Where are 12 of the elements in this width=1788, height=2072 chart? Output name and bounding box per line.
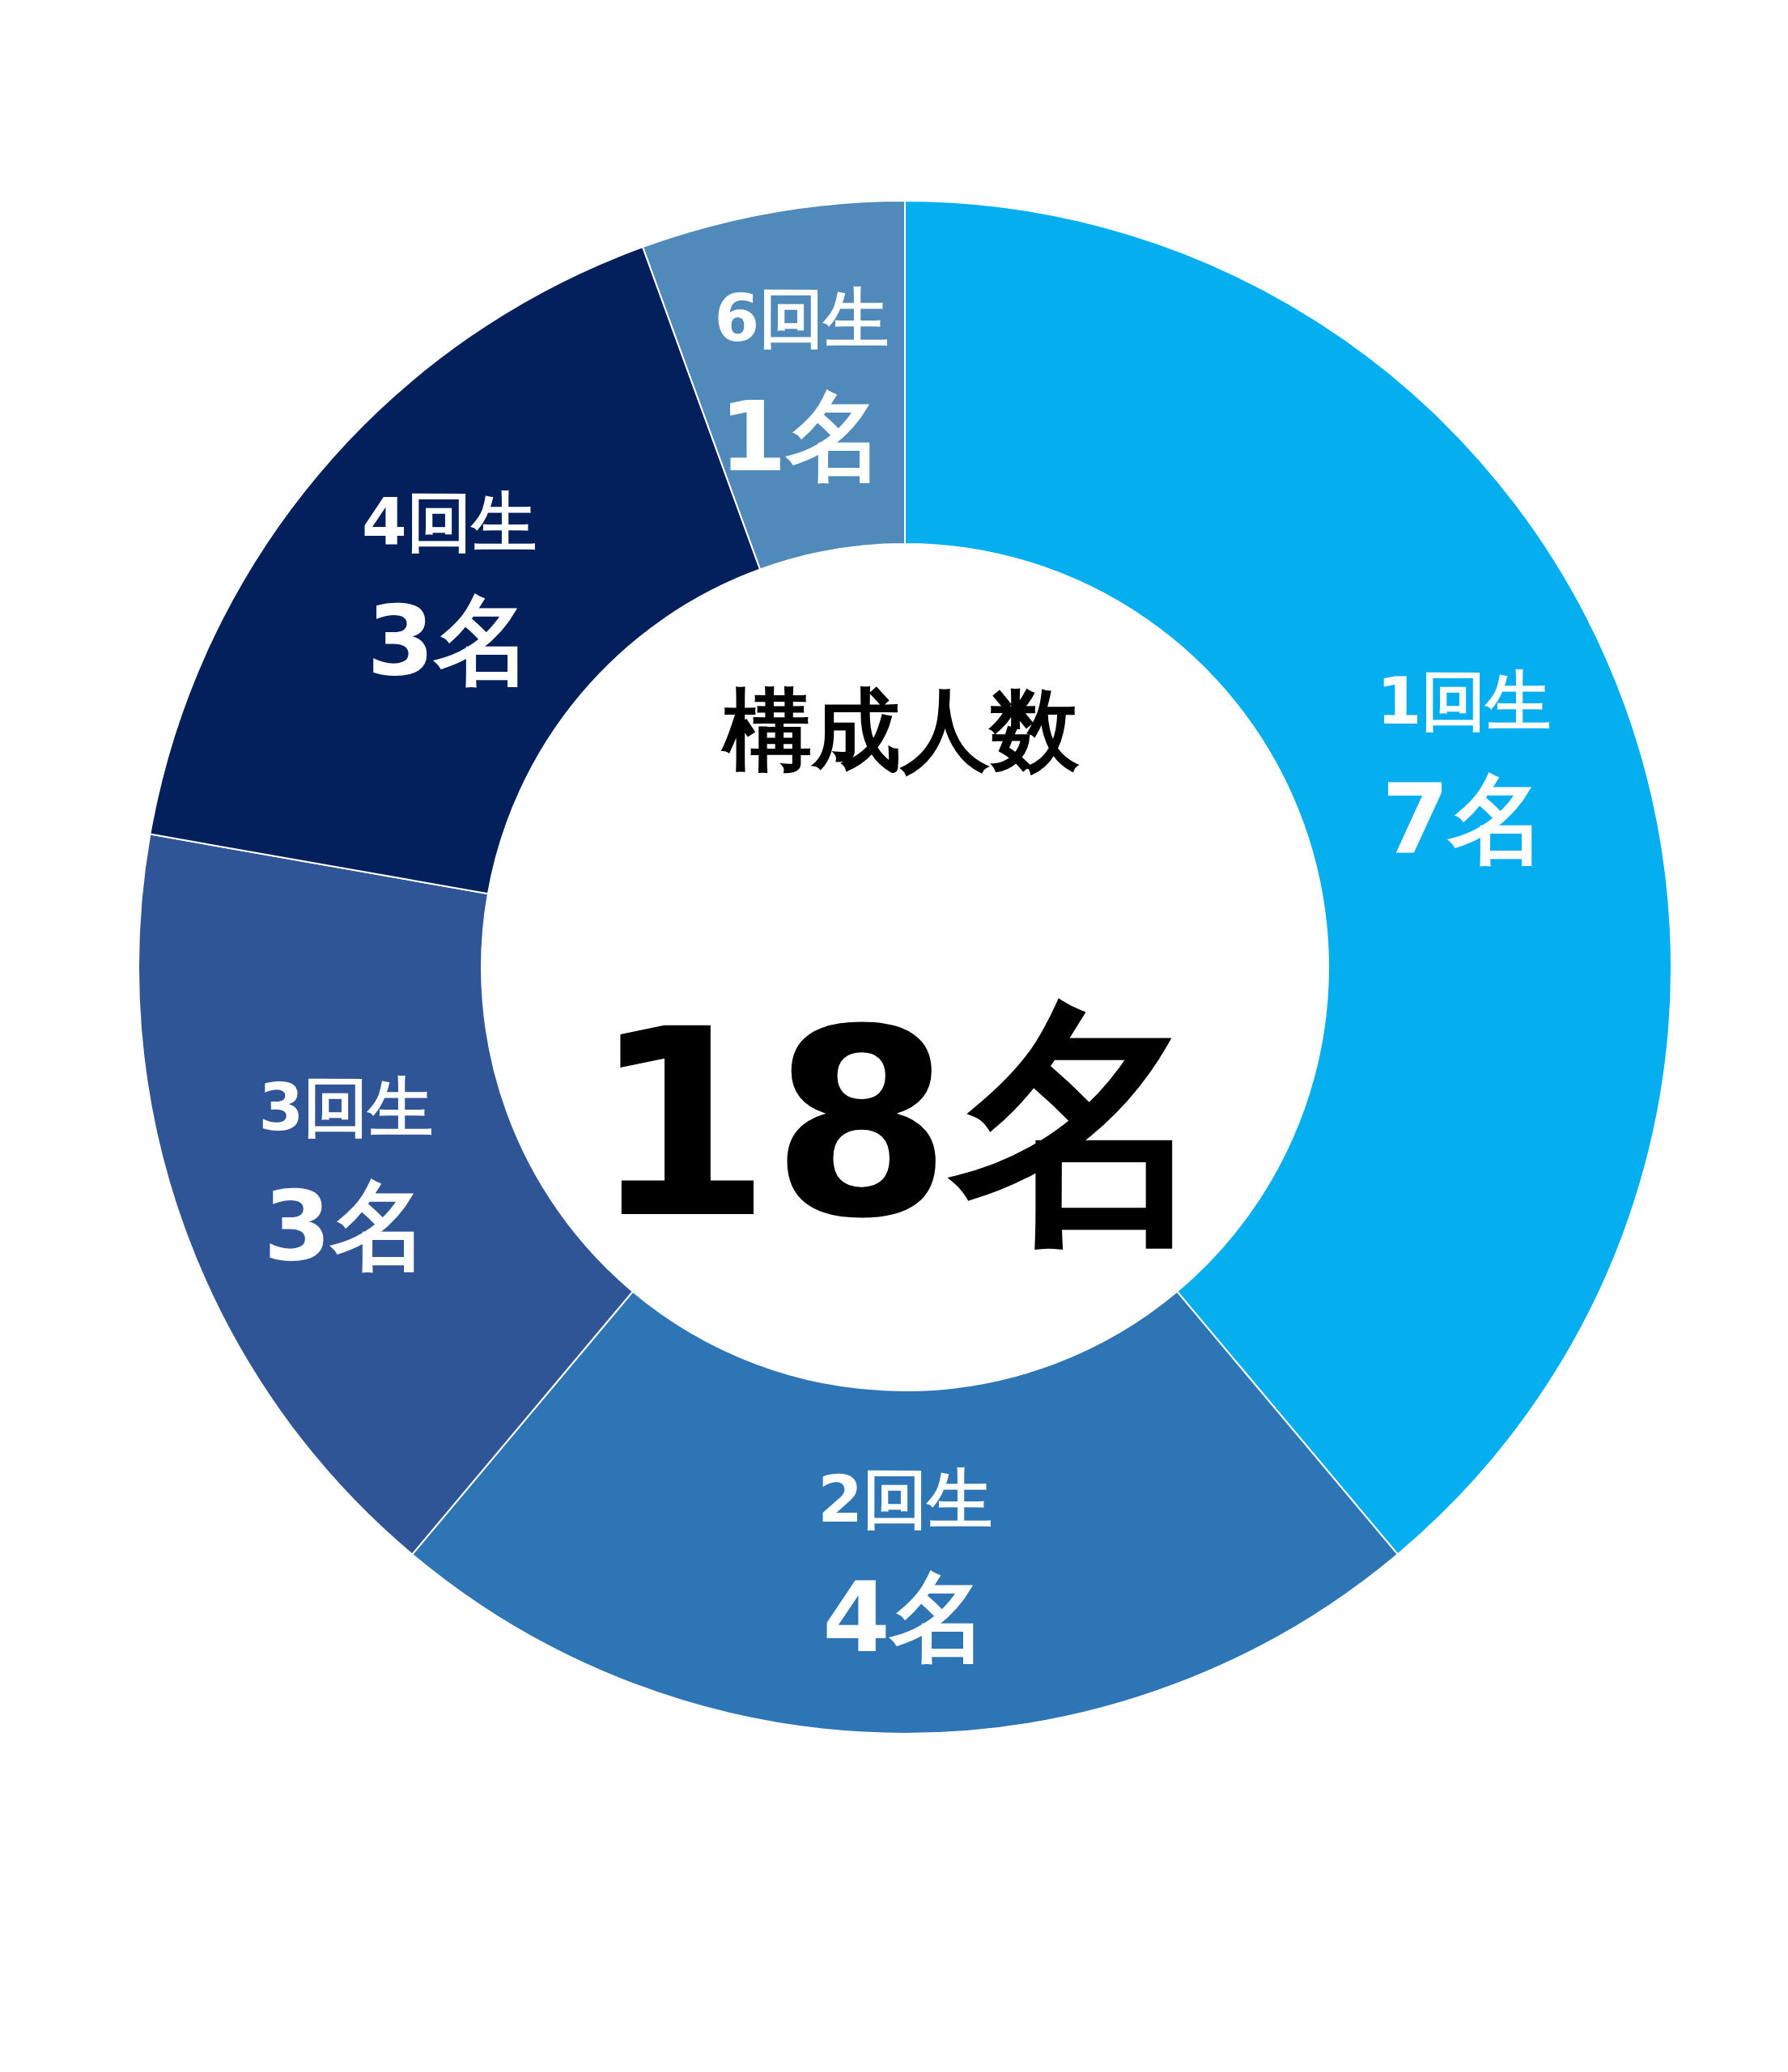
slice-label: 2回生 bbox=[818, 1462, 992, 1537]
data-label: 7名 bbox=[1381, 762, 1547, 876]
slice-label: 3回生 bbox=[258, 1070, 434, 1146]
data-label: 4名 bbox=[822, 1561, 987, 1674]
data-label: 3名 bbox=[263, 1170, 429, 1283]
data-label: 3名 bbox=[367, 584, 532, 697]
slice-label: 4回生 bbox=[362, 484, 537, 560]
text: 18名 bbox=[591, 974, 1211, 1275]
slice-label: 6回生 bbox=[714, 281, 890, 357]
slice-label: 1回生 bbox=[1376, 663, 1552, 739]
text: 構成人数 bbox=[720, 678, 1080, 782]
data-label: 1名 bbox=[719, 380, 885, 494]
